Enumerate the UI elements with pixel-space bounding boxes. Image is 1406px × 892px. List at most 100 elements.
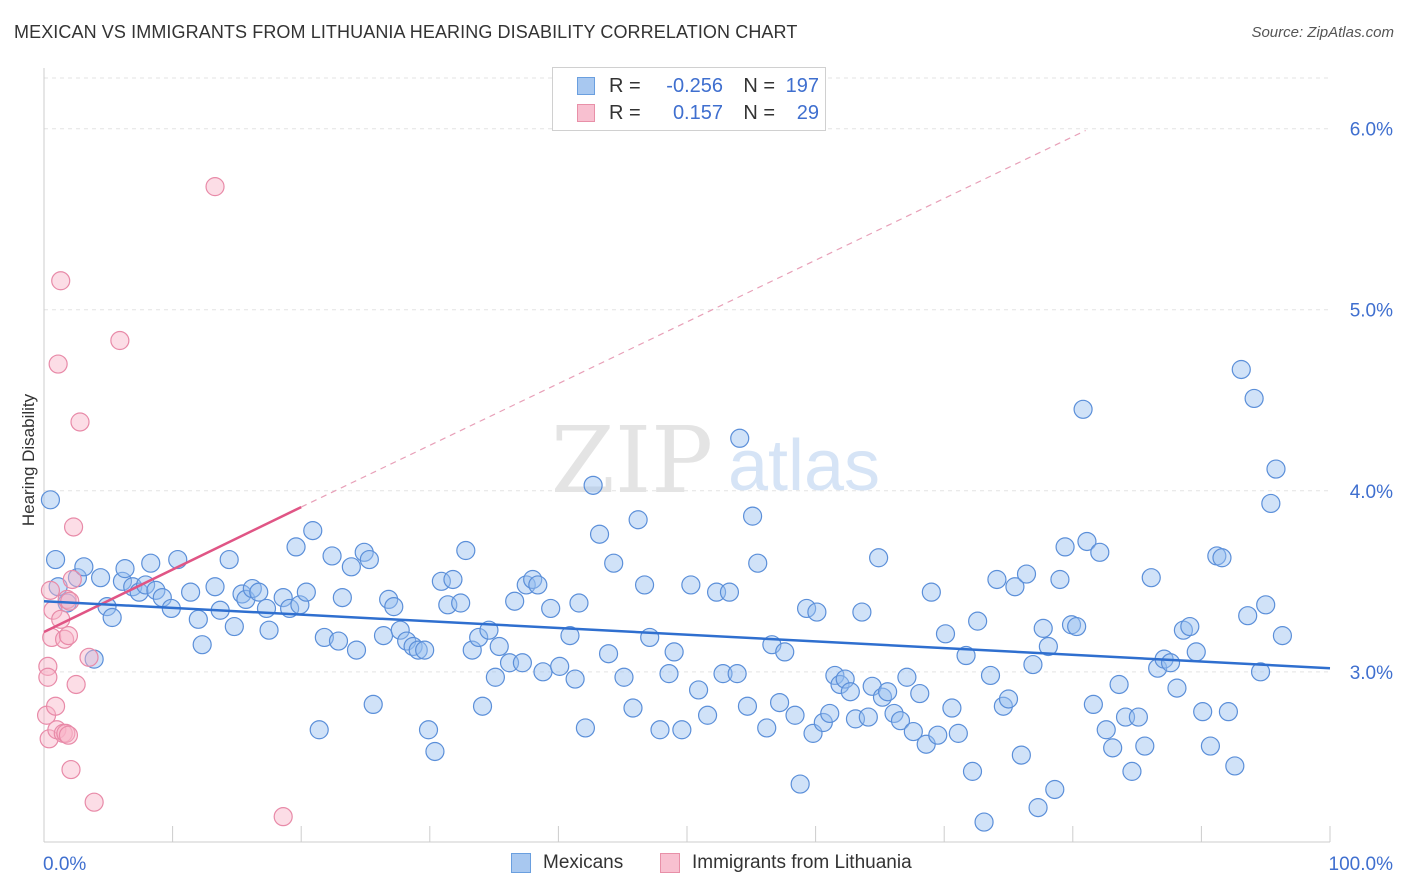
point-mexicans <box>1180 616 1200 637</box>
point-mexicans <box>560 626 580 646</box>
point-mexicans <box>303 521 323 541</box>
point-mexicans <box>968 611 988 631</box>
point-mexicans <box>425 741 445 762</box>
chart-title: MEXICAN VS IMMIGRANTS FROM LITHUANIA HEA… <box>14 22 798 42</box>
point-mexicans <box>359 549 379 570</box>
point-lithuania <box>48 354 68 374</box>
point-mexicans <box>332 587 352 608</box>
legend-n-value: 197 <box>785 74 819 97</box>
point-mexicans <box>757 718 777 738</box>
point-lithuania <box>51 271 71 291</box>
point-mexicans <box>1173 620 1193 640</box>
point-mexicans <box>181 582 201 602</box>
point-mexicans <box>224 616 244 637</box>
point-mexicans <box>1067 616 1087 637</box>
point-mexicans <box>418 720 439 740</box>
point-lithuania <box>273 807 293 827</box>
point-mexicans <box>1103 738 1123 758</box>
point-mexicans <box>935 624 956 644</box>
watermark-atlas: atlas <box>728 426 880 506</box>
point-mexicans <box>1256 595 1276 615</box>
source-label: Source: ZipAtlas.com <box>1251 24 1394 41</box>
point-mexicans <box>796 598 817 619</box>
point-mexicans <box>1225 756 1245 776</box>
point-mexicans <box>1033 618 1053 638</box>
x-tick-label: 0.0% <box>43 854 86 875</box>
point-mexicans <box>727 664 747 684</box>
point-mexicans <box>598 644 619 664</box>
point-mexicans <box>840 682 860 702</box>
point-mexicans <box>1244 388 1264 409</box>
point-lithuania <box>66 674 86 695</box>
point-mexicans <box>664 642 684 662</box>
watermark: ZIP atlas <box>551 407 880 514</box>
legend-item-lithuania[interactable]: Immigrants from Lithuania <box>660 852 912 874</box>
watermark-zip: ZIP <box>551 407 713 514</box>
point-mexicans <box>1266 459 1286 479</box>
point-mexicans <box>921 582 941 602</box>
point-mexicans <box>681 575 701 595</box>
legend-swatch-lithuania <box>660 853 680 873</box>
point-mexicans <box>523 569 543 590</box>
point-mexicans <box>259 620 279 640</box>
point-mexicans <box>219 549 239 570</box>
point-mexicans <box>256 598 277 619</box>
point-mexicans <box>583 475 603 495</box>
trend-lines <box>43 129 1331 670</box>
point-mexicans <box>512 653 532 673</box>
point-mexicans <box>1090 542 1110 562</box>
y-tick-label: 4.0% <box>1350 482 1393 503</box>
point-mexicans <box>903 721 923 742</box>
point-mexicans <box>1231 359 1251 380</box>
legend-label-mexicans: Mexicans <box>543 852 624 873</box>
point-mexicans <box>74 557 94 577</box>
point-mexicans <box>1005 577 1025 597</box>
point-mexicans <box>384 597 404 617</box>
point-mexicans <box>1141 568 1161 588</box>
point-mexicans <box>1135 736 1155 756</box>
point-lithuania <box>110 330 130 351</box>
point-mexicans <box>249 582 269 602</box>
point-mexicans <box>1050 569 1070 590</box>
point-mexicans <box>614 667 634 687</box>
point-mexicans <box>462 640 482 660</box>
point-mexicans <box>1016 564 1037 584</box>
point-mexicans <box>489 636 509 657</box>
point-mexicans <box>314 627 334 648</box>
point-mexicans <box>1038 636 1058 657</box>
point-lithuania <box>62 569 82 590</box>
legend-r-value: 0.157 <box>672 101 723 124</box>
point-mexicans <box>659 664 679 684</box>
point-mexicans <box>90 568 111 588</box>
x-tick-label: 100.0% <box>1329 854 1394 875</box>
point-mexicans <box>769 692 790 713</box>
point-mexicans <box>713 664 733 684</box>
point-mexicans <box>346 640 367 660</box>
point-lithuania <box>63 517 84 537</box>
point-mexicans <box>1096 720 1116 740</box>
point-mexicans <box>650 720 670 740</box>
point-lithuania <box>70 412 90 432</box>
point-mexicans <box>115 559 135 579</box>
point-lithuania <box>79 647 99 667</box>
point-mexicans <box>1128 707 1148 727</box>
point-mexicans <box>974 812 994 832</box>
legend-item-mexicans[interactable]: Mexicans <box>511 852 623 874</box>
point-mexicans <box>1193 702 1213 722</box>
point-mexicans <box>341 557 361 577</box>
point-mexicans <box>928 725 948 745</box>
point-mexicans <box>533 662 553 682</box>
point-mexicans <box>188 609 208 629</box>
point-mexicans <box>878 682 898 702</box>
point-mexicans <box>112 571 133 591</box>
point-mexicans <box>790 774 810 794</box>
point-mexicans <box>858 707 878 727</box>
legend-row-lithuania: R = 0.157 N = 29 <box>577 101 819 125</box>
legend-r-label: R = <box>609 101 641 124</box>
point-mexicans <box>1028 798 1048 818</box>
point-mexicans <box>634 575 655 595</box>
point-mexicans <box>962 761 983 781</box>
point-mexicans <box>1122 761 1142 781</box>
point-mexicans <box>286 537 306 557</box>
point-mexicans <box>730 428 750 448</box>
